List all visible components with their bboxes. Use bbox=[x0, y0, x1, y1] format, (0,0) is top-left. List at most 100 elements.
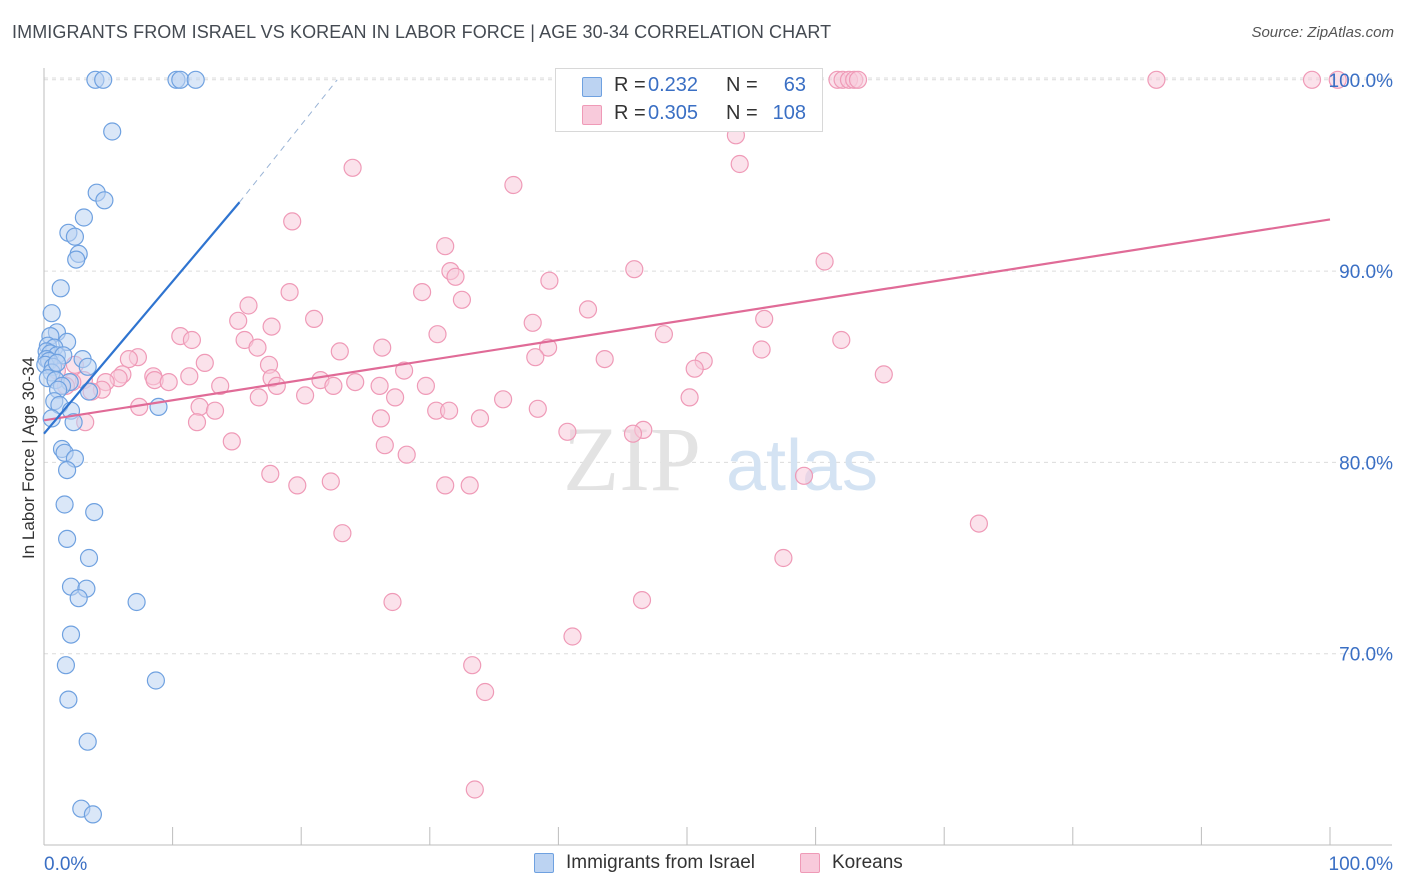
point-korean bbox=[440, 401, 459, 420]
point-korean bbox=[288, 476, 307, 495]
point-korean bbox=[752, 340, 771, 359]
gridlines bbox=[44, 77, 1392, 655]
point-israel bbox=[79, 382, 99, 401]
watermark-atlas: atlas bbox=[726, 426, 878, 506]
point-korean bbox=[436, 237, 455, 256]
point-korean bbox=[1302, 70, 1322, 89]
point-korean bbox=[182, 330, 201, 350]
point-korean bbox=[436, 476, 455, 495]
point-israel bbox=[59, 690, 78, 709]
point-korean bbox=[333, 524, 352, 543]
point-korean bbox=[595, 350, 614, 369]
point-korean bbox=[558, 422, 577, 441]
trend-line-koreans bbox=[43, 218, 1331, 422]
point-korean bbox=[848, 70, 868, 89]
point-korean bbox=[680, 388, 699, 407]
y-tick-label: 70.0% bbox=[1339, 645, 1393, 666]
point-korean bbox=[190, 397, 209, 416]
chart-source: Source: ZipAtlas.com bbox=[1251, 24, 1394, 41]
point-israel bbox=[79, 548, 99, 568]
point-korean bbox=[540, 271, 559, 290]
axes bbox=[43, 68, 1392, 846]
y-tick-label: 90.0% bbox=[1339, 262, 1393, 283]
data-points bbox=[36, 70, 1347, 824]
legend-label-koreans: Koreans bbox=[832, 852, 903, 873]
trend-line-israel-extension bbox=[239, 79, 338, 203]
point-korean bbox=[119, 350, 138, 369]
point-korean bbox=[755, 309, 774, 328]
point-israel bbox=[55, 495, 74, 514]
point-israel bbox=[42, 304, 61, 323]
point-israel bbox=[57, 461, 77, 480]
legend-swatch-koreans bbox=[582, 105, 602, 125]
point-korean bbox=[654, 325, 674, 344]
point-israel bbox=[51, 279, 70, 298]
n-value: 108 bbox=[772, 102, 806, 124]
point-korean bbox=[523, 313, 542, 332]
legend-label-israel: Immigrants from Israel bbox=[566, 852, 755, 873]
x-tick-label: 100.0% bbox=[1329, 854, 1394, 875]
point-israel bbox=[65, 227, 85, 246]
r-value: 0.232 bbox=[648, 74, 699, 96]
point-korean bbox=[794, 466, 814, 485]
n-value: 63 bbox=[783, 74, 806, 96]
r-label: R = bbox=[614, 74, 646, 96]
point-korean bbox=[375, 436, 394, 455]
point-korean bbox=[413, 283, 432, 302]
point-korean bbox=[463, 656, 482, 675]
point-korean bbox=[222, 432, 241, 451]
point-korean bbox=[460, 476, 479, 495]
point-korean bbox=[1328, 70, 1347, 89]
point-korean bbox=[373, 338, 392, 357]
point-korean bbox=[187, 413, 207, 432]
point-korean bbox=[321, 472, 340, 491]
chart-title: IMMIGRANTS FROM ISRAEL VS KOREAN IN LABO… bbox=[12, 22, 832, 42]
point-korean bbox=[428, 325, 447, 344]
axis-labels: 70.0% 80.0% 90.0% 100.0% 0.0% 100.0% In Labor … bbox=[19, 71, 1393, 875]
point-korean bbox=[195, 353, 214, 372]
point-korean bbox=[874, 365, 893, 384]
legend-swatch-koreans bbox=[800, 853, 820, 873]
point-korean bbox=[324, 376, 343, 395]
point-korean bbox=[211, 376, 230, 395]
point-korean bbox=[476, 682, 495, 702]
r-label: R = bbox=[614, 102, 646, 124]
point-korean bbox=[249, 388, 268, 407]
point-korean bbox=[248, 338, 267, 357]
point-israel bbox=[94, 70, 113, 89]
point-korean bbox=[395, 361, 414, 380]
point-korean bbox=[494, 390, 513, 409]
y-tick-label: 80.0% bbox=[1339, 453, 1393, 474]
point-israel bbox=[85, 502, 104, 522]
point-israel bbox=[146, 671, 165, 690]
point-korean bbox=[239, 296, 258, 315]
point-israel bbox=[127, 592, 146, 612]
point-korean bbox=[465, 780, 484, 799]
point-korean bbox=[623, 424, 643, 443]
legend-swatch-israel bbox=[582, 77, 602, 97]
point-israel bbox=[78, 357, 97, 376]
watermark-zip: ZIP bbox=[563, 408, 701, 510]
point-korean bbox=[305, 309, 324, 328]
point-israel bbox=[57, 529, 77, 549]
n-label: N = bbox=[726, 102, 758, 124]
point-israel bbox=[64, 413, 83, 432]
point-israel bbox=[78, 732, 97, 751]
stats-legend: R = 0.232 N = 63 R = 0.305 N = 108 bbox=[555, 68, 823, 132]
n-label: N = bbox=[726, 74, 758, 96]
point-korean bbox=[526, 348, 545, 367]
point-korean bbox=[563, 627, 582, 646]
point-korean bbox=[180, 367, 199, 386]
point-korean bbox=[386, 388, 405, 407]
point-korean bbox=[632, 590, 652, 610]
point-korean bbox=[625, 260, 644, 279]
point-korean bbox=[330, 342, 349, 361]
legend-swatch-israel bbox=[534, 853, 554, 873]
point-korean bbox=[229, 311, 248, 330]
point-korean bbox=[296, 386, 315, 405]
point-korean bbox=[370, 376, 389, 395]
r-value: 0.305 bbox=[648, 102, 699, 124]
point-korean bbox=[1147, 70, 1166, 89]
series-israel bbox=[36, 70, 205, 824]
